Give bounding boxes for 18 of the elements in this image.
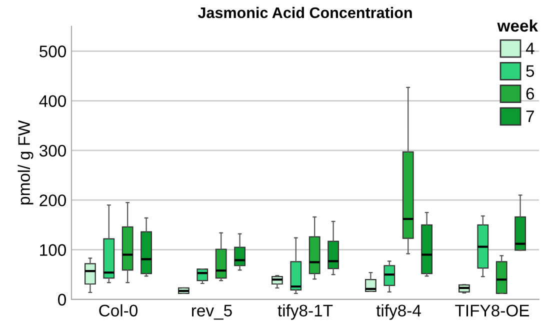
y-axis-title: pmol/ g FW	[18, 120, 34, 204]
y-tick-label: 400	[39, 95, 66, 107]
legend-label: 4	[526, 42, 534, 54]
x-tick-label: Col-0	[99, 304, 138, 316]
y-tick-label: 500	[40, 46, 66, 58]
y-tick-label: 300	[39, 144, 66, 157]
chart-title: Jasmonic Acid Concentration	[198, 6, 412, 18]
legend-title: week	[497, 19, 538, 32]
legend-label: 5	[526, 65, 534, 77]
legend-label: 7	[526, 110, 534, 122]
x-tick-label: TIFY8-OE	[455, 304, 530, 316]
x-tick-label: tify8-1T	[278, 304, 333, 320]
legend-label: 6	[526, 88, 534, 100]
y-tick-label: 100	[40, 244, 66, 256]
x-tick-label: tify8-4	[376, 304, 421, 320]
y-tick-label: 0	[58, 294, 66, 306]
x-tick-label: rev_5	[192, 304, 232, 320]
y-tick-label: 200	[40, 194, 66, 206]
